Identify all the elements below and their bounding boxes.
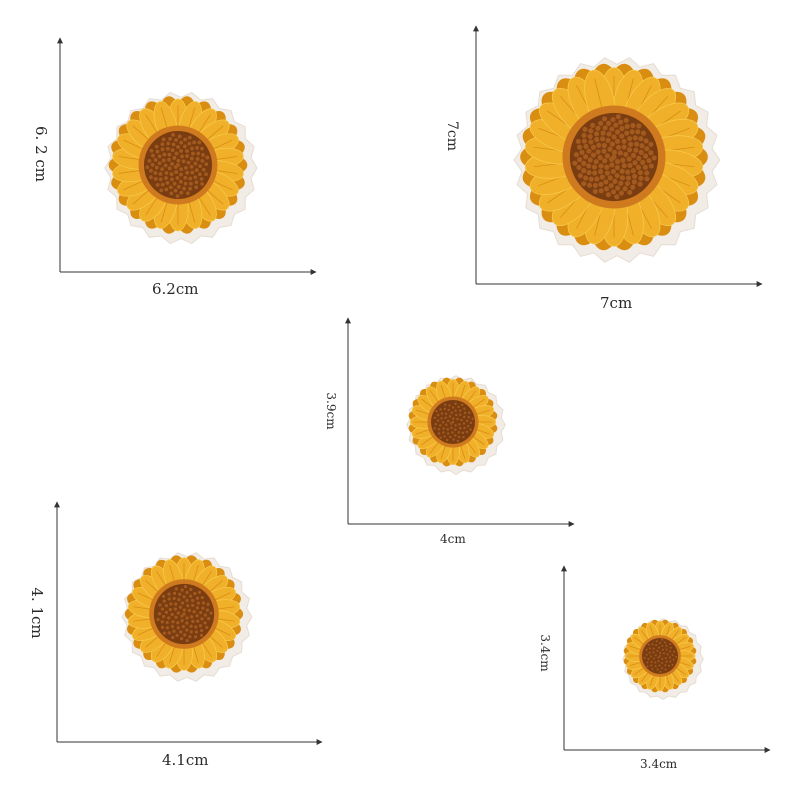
height-label-c: 3.9cm (324, 392, 338, 430)
width-label-a: 6.2cm (152, 280, 199, 298)
width-label-d: 4.1cm (162, 751, 209, 769)
width-label-c: 4cm (440, 532, 466, 546)
height-label-a: 6. 2 cm (32, 125, 50, 182)
width-label-e: 3.4cm (640, 757, 678, 771)
height-label-e: 3.4cm (538, 634, 552, 672)
height-label-d: 4. 1cm (28, 587, 46, 639)
height-label-b: 7cm (444, 120, 460, 152)
width-label-b: 7cm (600, 294, 633, 312)
